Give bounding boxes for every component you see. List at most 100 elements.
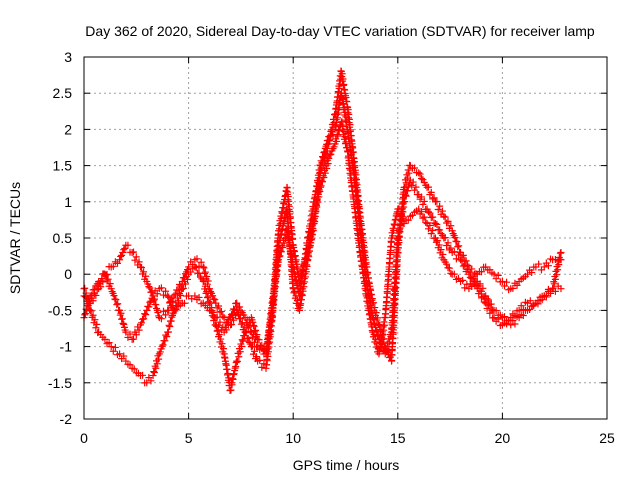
data-point bbox=[155, 355, 163, 363]
data-point bbox=[89, 297, 97, 305]
data-point bbox=[494, 271, 502, 279]
data-point bbox=[424, 183, 432, 191]
data-point bbox=[165, 321, 173, 329]
data-point bbox=[335, 127, 343, 135]
data-point bbox=[206, 299, 214, 307]
data-point bbox=[236, 315, 244, 323]
data-point bbox=[275, 225, 283, 233]
data-point bbox=[426, 221, 434, 229]
data-point bbox=[468, 282, 476, 290]
data-point bbox=[480, 298, 488, 306]
data-point bbox=[447, 222, 455, 230]
data-point bbox=[159, 291, 167, 299]
data-point bbox=[216, 308, 224, 316]
data-point bbox=[443, 219, 451, 227]
data-point bbox=[519, 312, 527, 320]
data-point bbox=[210, 295, 218, 303]
data-point bbox=[104, 275, 112, 283]
data-point bbox=[430, 194, 438, 202]
data-point bbox=[557, 256, 565, 264]
data-point bbox=[424, 225, 432, 233]
data-point bbox=[370, 330, 378, 338]
data-point bbox=[192, 264, 200, 272]
data-point bbox=[113, 259, 121, 267]
data-point bbox=[153, 290, 161, 298]
data-point bbox=[101, 270, 109, 278]
data-point bbox=[229, 310, 237, 318]
data-point bbox=[433, 237, 441, 245]
data-point bbox=[311, 212, 319, 220]
data-point bbox=[235, 353, 243, 361]
data-point bbox=[205, 298, 213, 306]
data-point bbox=[416, 170, 424, 178]
data-point bbox=[554, 266, 562, 274]
data-point bbox=[245, 321, 253, 329]
data-point bbox=[130, 335, 138, 343]
data-point bbox=[249, 330, 257, 338]
data-point bbox=[200, 277, 208, 285]
data-point bbox=[195, 293, 203, 301]
data-point bbox=[464, 265, 472, 273]
data-point bbox=[112, 296, 120, 304]
data-point bbox=[114, 300, 122, 308]
data-point bbox=[412, 183, 420, 191]
data-point bbox=[153, 360, 161, 368]
data-point bbox=[81, 311, 89, 319]
data-point bbox=[156, 348, 164, 356]
data-point bbox=[147, 377, 155, 385]
data-point bbox=[267, 321, 275, 329]
y-tick-label: 1.5 bbox=[53, 158, 73, 174]
data-point bbox=[321, 169, 329, 177]
data-point bbox=[433, 220, 441, 228]
data-point bbox=[419, 214, 427, 222]
data-point bbox=[105, 339, 113, 347]
data-point bbox=[92, 291, 100, 299]
data-point bbox=[300, 263, 308, 271]
data-point bbox=[411, 186, 419, 194]
data-point bbox=[313, 203, 321, 211]
data-point bbox=[503, 278, 511, 286]
data-point bbox=[316, 183, 324, 191]
data-point bbox=[267, 316, 275, 324]
data-point bbox=[145, 283, 153, 291]
data-point bbox=[380, 321, 388, 329]
data-point bbox=[440, 212, 448, 220]
data-point bbox=[161, 337, 169, 345]
data-point bbox=[380, 326, 388, 334]
data-point bbox=[500, 313, 508, 321]
data-point bbox=[99, 278, 107, 286]
y-tick-label: -1 bbox=[60, 339, 73, 355]
data-point bbox=[200, 264, 208, 272]
data-point bbox=[109, 347, 117, 355]
data-point bbox=[396, 213, 404, 221]
data-point bbox=[126, 330, 134, 338]
data-point bbox=[250, 322, 258, 330]
data-point bbox=[252, 335, 260, 343]
data-point bbox=[294, 265, 302, 273]
data-point bbox=[236, 303, 244, 311]
data-point bbox=[454, 251, 462, 259]
data-point bbox=[333, 131, 341, 139]
data-point bbox=[334, 132, 342, 140]
data-point bbox=[154, 309, 162, 317]
data-point bbox=[379, 331, 387, 339]
data-point bbox=[162, 287, 170, 295]
data-point bbox=[487, 306, 495, 314]
data-point bbox=[301, 259, 309, 267]
y-axis-label: SDTVAR / TECUs bbox=[7, 182, 23, 294]
data-point bbox=[401, 191, 409, 199]
data-point bbox=[159, 341, 167, 349]
data-point bbox=[216, 318, 224, 326]
data-point bbox=[312, 208, 320, 216]
data-point bbox=[107, 343, 115, 351]
data-point bbox=[132, 253, 140, 261]
data-point bbox=[550, 280, 558, 288]
data-point bbox=[377, 340, 385, 348]
data-point bbox=[96, 279, 104, 287]
data-point bbox=[450, 270, 458, 278]
data-point bbox=[459, 276, 467, 284]
data-point bbox=[101, 335, 109, 343]
data-point bbox=[443, 260, 451, 268]
data-point bbox=[461, 261, 469, 269]
data-point bbox=[297, 283, 305, 291]
